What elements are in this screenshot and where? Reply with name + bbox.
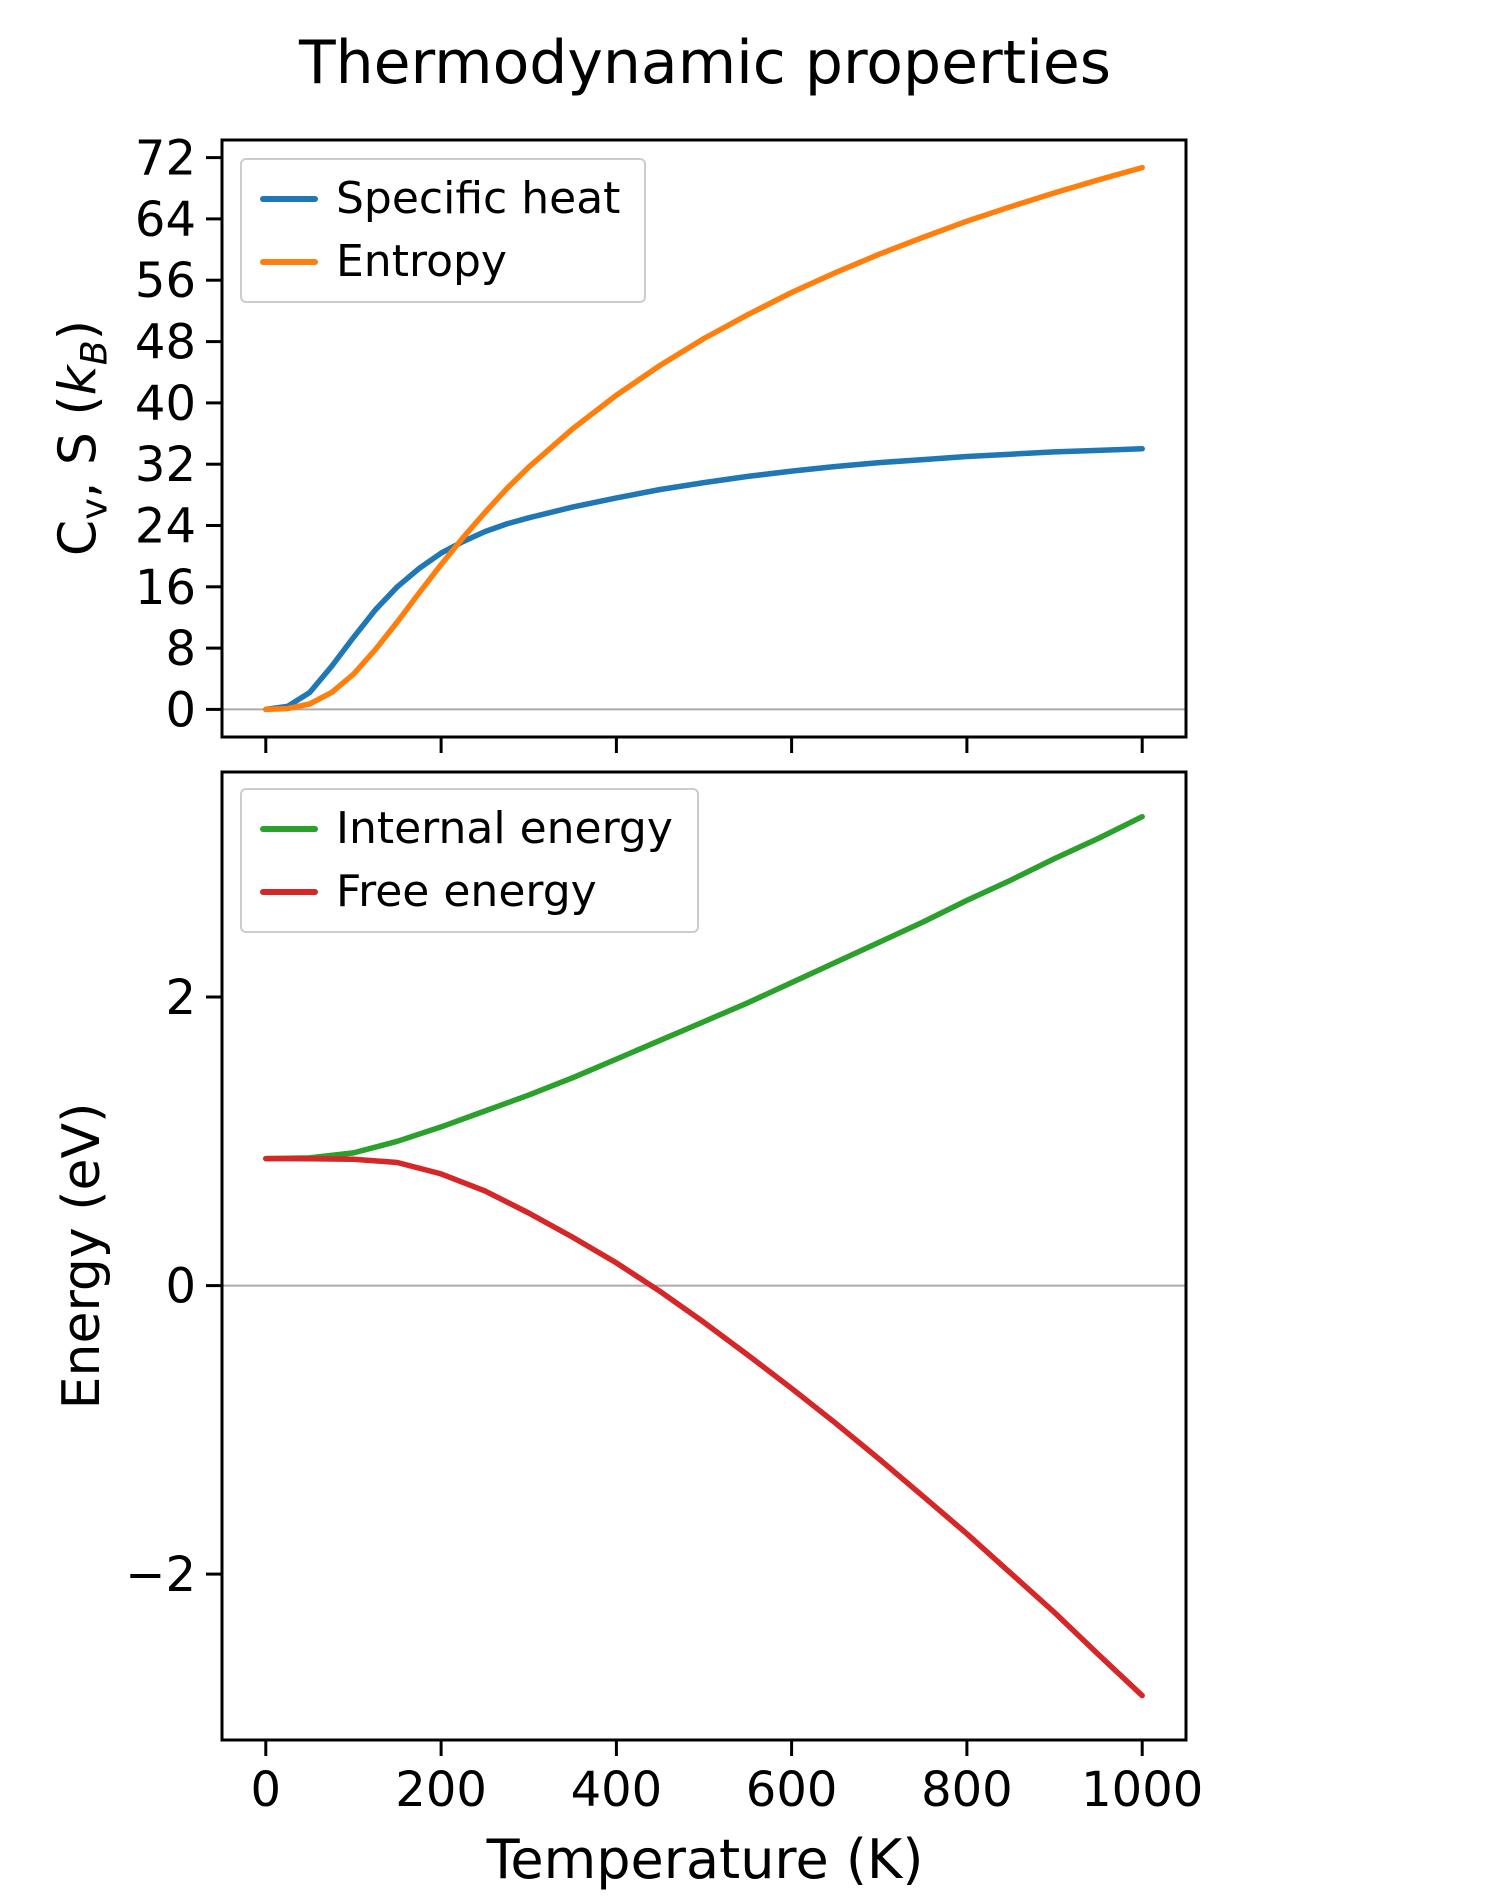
legend-line-swatch-entropy xyxy=(260,258,318,265)
x-tick-label: 800 xyxy=(921,1762,1013,1818)
y-tick-label: 2 xyxy=(165,970,196,1026)
line-internal-energy xyxy=(263,813,1145,1162)
x-tick-label: 1000 xyxy=(1081,1762,1203,1818)
legend-label-entropy: Entropy xyxy=(336,235,507,287)
x-tick-label: 400 xyxy=(571,1762,663,1818)
legend-item-entropy: Entropy xyxy=(260,235,620,288)
axes-frame xyxy=(220,138,1188,739)
line-entropy xyxy=(263,164,1145,713)
y-axis-label-top: Cv, S (kB) xyxy=(48,319,116,557)
x-tick-label: 600 xyxy=(746,1762,838,1818)
legend-bottom-plot: Internal energy Free energy xyxy=(240,788,699,934)
x-tick-label: 200 xyxy=(395,1762,487,1818)
y-tick-label: 0 xyxy=(165,1259,196,1315)
subplot-2: 0 200 400 600 800 1000 −2 0 2 xyxy=(125,770,1203,1818)
y-tick-label: 48 xyxy=(135,315,196,371)
y-tick-label: 24 xyxy=(135,499,196,555)
legend-top-plot: Specific heat Entropy xyxy=(240,158,647,304)
y-tick-label: 72 xyxy=(135,131,196,187)
y-tick-label: 56 xyxy=(135,253,196,309)
y-tick-label: 0 xyxy=(165,682,196,738)
x-axis-label: Temperature (K) xyxy=(486,1828,924,1891)
legend-item-internal-energy: Internal energy xyxy=(260,803,673,855)
y-tick-label: 32 xyxy=(135,437,196,493)
legend-item-specific-heat: Specific heat xyxy=(260,173,621,225)
y-tick-label: 16 xyxy=(135,560,196,616)
legend-label-internal-energy: Internal energy xyxy=(336,803,673,854)
figure-title: Thermodynamic properties xyxy=(298,28,1112,98)
y-tick-label: 64 xyxy=(135,192,196,248)
y-tick-label: 40 xyxy=(135,376,196,432)
y-tick-label: −2 xyxy=(125,1547,196,1603)
legend-line-swatch-free-energy xyxy=(260,888,318,895)
legend-label-free-energy: Free energy xyxy=(336,865,597,917)
line-specific-heat xyxy=(263,446,1145,713)
legend-line-swatch-specific-heat xyxy=(260,196,318,203)
line-free-energy xyxy=(263,1155,1145,1699)
y-tick-label: 8 xyxy=(165,621,196,677)
legend-item-free-energy: Free energy xyxy=(260,865,673,918)
legend-line-swatch-internal-energy xyxy=(260,826,318,833)
axes-frame xyxy=(220,770,1188,1742)
x-tick-label: 0 xyxy=(251,1762,282,1818)
y-axis-label-bottom: Energy (eV) xyxy=(52,1102,112,1410)
legend-label-specific-heat: Specific heat xyxy=(336,173,621,224)
